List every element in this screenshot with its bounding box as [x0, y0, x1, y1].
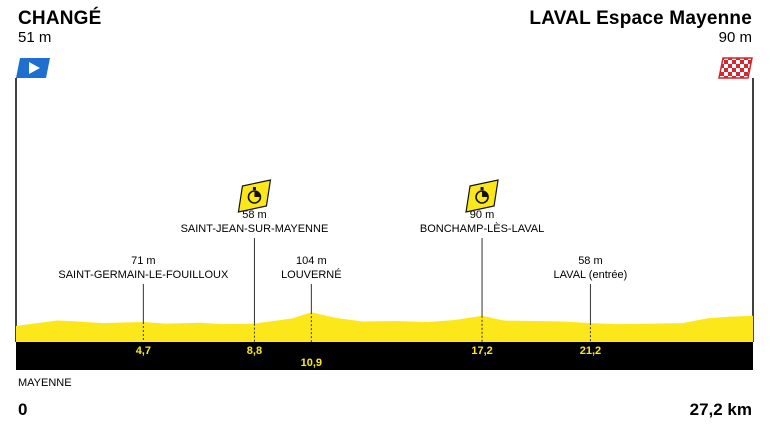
point-altitude: 58 m	[578, 255, 602, 267]
distance-end-label: 27,2 km	[690, 400, 752, 419]
point-altitude: 104 m	[296, 255, 327, 267]
point-2: 58 m SAINT-JEAN-SUR-MAYENNE 8,8	[181, 179, 329, 357]
distance-band	[16, 342, 753, 370]
point-km-label: 8,8	[247, 345, 262, 357]
point-name: SAINT-GERMAIN-LE-FOUILLOUX	[58, 269, 229, 281]
stopwatch-icon	[465, 179, 499, 213]
region-label: MAYENNE	[18, 377, 72, 389]
point-5: 58 m LAVAL (entrée) 21,2	[554, 255, 628, 357]
start-town-name: CHANGÉ	[18, 7, 102, 29]
finish-town-name: LAVAL Espace Mayenne	[529, 8, 752, 29]
finish-altitude: 90 m	[719, 29, 752, 46]
point-1: 71 m SAINT-GERMAIN-LE-FOUILLOUX 4,7	[58, 255, 229, 357]
point-km-label: 21,2	[580, 345, 601, 357]
point-km-label: 10,9	[301, 357, 322, 369]
point-altitude: 90 m	[470, 209, 494, 221]
checkered-flag-icon	[718, 57, 753, 79]
start-flag-icon	[16, 58, 50, 78]
point-altitude: 71 m	[131, 255, 155, 267]
stopwatch-icon	[237, 179, 272, 213]
start-altitude: 51 m	[18, 29, 51, 46]
point-altitude: 58 m	[242, 209, 266, 221]
point-name: LOUVERNÉ	[281, 268, 342, 281]
intermediate-points: 71 m SAINT-GERMAIN-LE-FOUILLOUX 4,7 58 m SAI…	[58, 179, 628, 369]
point-km-label: 17,2	[471, 345, 492, 357]
point-name: BONCHAMP-LÈS-LAVAL	[420, 222, 544, 235]
point-name: LAVAL (entrée)	[554, 269, 628, 281]
point-km-label: 4,7	[136, 345, 151, 357]
point-name: SAINT-JEAN-SUR-MAYENNE	[181, 223, 329, 235]
elevation-profile-area	[16, 312, 753, 342]
distance-start-label: 0	[18, 400, 27, 419]
